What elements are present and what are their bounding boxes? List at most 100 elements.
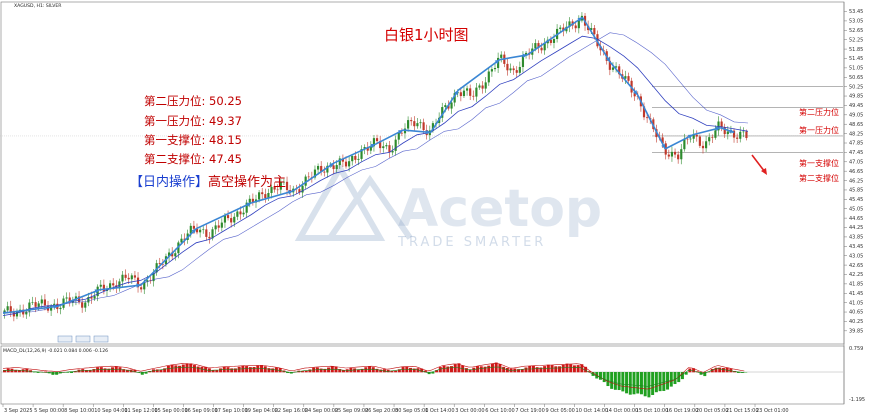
wave-arrow-segment: [2, 305, 59, 315]
y-tick-label: 46.25: [849, 178, 863, 184]
candle-up: [475, 87, 478, 97]
wave-arrowhead-icon: [329, 162, 335, 168]
candle-up: [220, 222, 223, 228]
y-tick-label: 45.45: [849, 197, 863, 203]
y-tick-label: 48.65: [849, 122, 863, 128]
candle-down: [661, 137, 664, 144]
macd-bar-up: [483, 366, 487, 373]
candle-down: [366, 147, 369, 151]
macd-bar-up: [409, 367, 413, 373]
scroll-right-button[interactable]: [93, 335, 109, 343]
nav-buttons: [57, 335, 109, 343]
macd-bar-down: [666, 372, 670, 390]
macd-bar-up: [301, 371, 304, 373]
wave-arrow-segment: [581, 16, 611, 63]
candle-down: [667, 154, 670, 157]
forecast-arrow: [751, 154, 766, 173]
candle-up: [559, 27, 562, 29]
candle-down: [140, 287, 143, 290]
candle-up: [282, 181, 286, 183]
macd-bar-down: [680, 372, 684, 380]
macd-bar-up: [200, 366, 204, 373]
macd-bar-up: [181, 364, 185, 373]
candle-down: [686, 138, 689, 140]
candle-up: [500, 54, 503, 58]
candle-up: [130, 275, 133, 280]
macd-bar-up: [237, 366, 241, 373]
wave-arrowhead-icon: [661, 143, 666, 149]
macd-bar-up: [88, 370, 92, 373]
candle-down: [354, 155, 357, 160]
candle-down: [90, 297, 93, 299]
candle-up: [15, 311, 19, 317]
macd-bar-down: [643, 372, 647, 397]
macd-bar-up: [122, 369, 126, 373]
level-text-s1: 第一支撑位: 48.15: [144, 133, 242, 147]
y-tick-label: 49.05: [849, 113, 863, 119]
candle-down: [285, 181, 289, 190]
candle-up: [37, 303, 40, 307]
macd-bar-up: [543, 366, 547, 373]
macd-bar-up: [487, 365, 491, 373]
candle-up: [270, 186, 273, 194]
candle-up: [683, 138, 686, 150]
macd-bar-up: [710, 368, 714, 373]
x-tick-label: 24 Sep 00:00: [305, 408, 338, 414]
candle-up: [62, 298, 65, 308]
x-tick-label: 15 Sep 00:00: [154, 408, 187, 414]
candle-up: [450, 102, 453, 109]
zoom-button[interactable]: [75, 335, 91, 343]
y-tick-label: 47.85: [849, 141, 863, 147]
macd-bar-up: [729, 368, 733, 373]
candle-up: [382, 146, 385, 149]
candle-up: [348, 161, 351, 167]
macd-bar-up: [248, 367, 252, 373]
x-tick-label: 9 Oct 05:00: [545, 408, 574, 414]
candle-up: [689, 138, 692, 140]
scroll-left-button[interactable]: [57, 335, 73, 343]
candle-up: [521, 55, 525, 67]
macd-bar-down: [647, 372, 651, 398]
candle-up: [397, 132, 400, 140]
macd-bar-up: [263, 366, 267, 373]
candle-up: [490, 69, 493, 72]
candle-down: [472, 95, 475, 97]
candle-up: [50, 306, 53, 311]
candle-up: [742, 131, 745, 133]
macd-bar-down: [636, 372, 640, 394]
candle-down: [124, 274, 127, 278]
candle-down: [379, 141, 382, 149]
wave-arrow-segment: [375, 129, 404, 145]
wave-arrow-segment: [692, 126, 721, 136]
candle-up: [385, 145, 388, 147]
macd-bar-up: [397, 369, 401, 373]
y-tick-label: 43.45: [849, 244, 863, 250]
x-tick-label: 30 Sep 05:00: [395, 408, 428, 414]
candle-down: [599, 46, 602, 51]
macd-bar-down: [431, 372, 435, 374]
candle-up: [236, 211, 239, 217]
wave-arrowhead-icon: [398, 130, 404, 135]
x-tick-label: 3 Sep 2025: [4, 408, 33, 414]
macd-bar-up: [107, 368, 111, 373]
wave-arrowhead-icon: [605, 57, 611, 62]
y-tick-label: 45.85: [849, 188, 863, 194]
candle-up: [223, 215, 227, 223]
candle-down: [469, 88, 472, 96]
macd-bar-up: [211, 369, 215, 373]
candle-up: [351, 155, 354, 162]
wave-arrowhead-icon: [453, 90, 459, 96]
x-tick-label: 5 Sep 00:00: [34, 408, 64, 414]
candle-up: [497, 57, 500, 68]
candle-up: [31, 302, 34, 303]
macd-bar-up: [233, 368, 237, 373]
wave-arrowhead-icon: [94, 289, 100, 294]
candle-up: [590, 28, 593, 31]
candle-up: [407, 120, 410, 129]
macd-bar-up: [166, 365, 170, 373]
macd-bar-up: [539, 367, 543, 373]
candle-up: [726, 131, 729, 135]
wave-arrowhead-icon: [53, 304, 59, 309]
candle-up: [326, 165, 329, 173]
